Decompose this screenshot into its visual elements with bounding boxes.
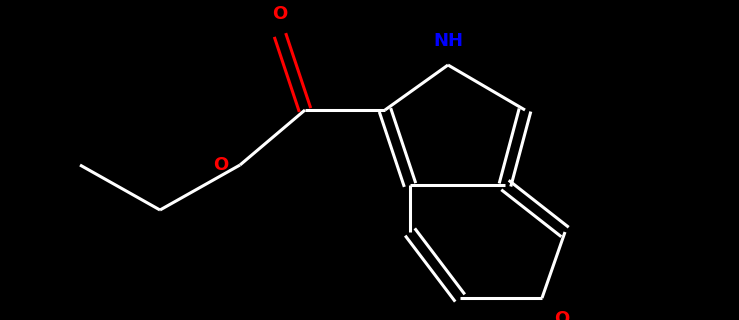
Text: O: O bbox=[213, 156, 228, 174]
Text: NH: NH bbox=[433, 32, 463, 50]
Text: O: O bbox=[273, 5, 287, 23]
Text: O: O bbox=[554, 310, 569, 320]
